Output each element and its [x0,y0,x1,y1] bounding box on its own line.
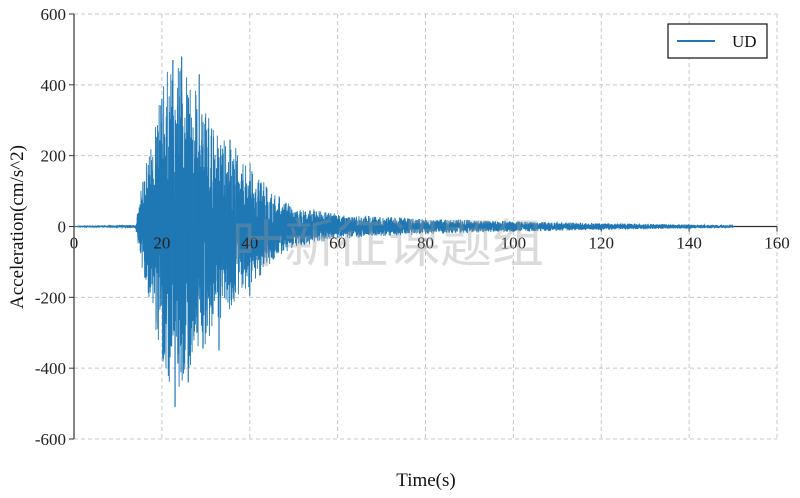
y-tick-label: 0 [58,218,67,237]
y-tick-label: 400 [41,76,67,95]
y-axis-label: Acceleration(cm/s^2) [7,145,28,309]
x-tick-label: 120 [589,234,615,253]
legend: UD [667,23,768,59]
plot-area [74,56,734,408]
x-tick-label: 100 [501,234,527,253]
x-tick-label: 0 [70,234,79,253]
y-tick-label: 200 [41,147,67,166]
y-tick-label: -400 [35,359,66,378]
y-tick-label: 600 [41,5,67,24]
x-tick-label: 80 [417,234,434,253]
watermark: 叶新征课题组 [232,215,544,275]
x-tick-label: 140 [676,234,702,253]
x-tick-label: 160 [764,234,790,253]
x-axis-label: Time(s) [396,470,455,491]
x-tick-label: 40 [241,234,258,253]
y-tick-label: -200 [35,288,66,307]
y-tick-label: -600 [35,430,66,449]
x-tick-label: 20 [153,234,170,253]
series-line-ud [74,68,734,387]
tick-labels: 0 20 40 60 80 100 120 140 160 -600 -400 -200 0 200 400… [35,5,790,449]
x-tick-label: 60 [329,234,346,253]
legend-label-ud: UD [732,32,757,51]
